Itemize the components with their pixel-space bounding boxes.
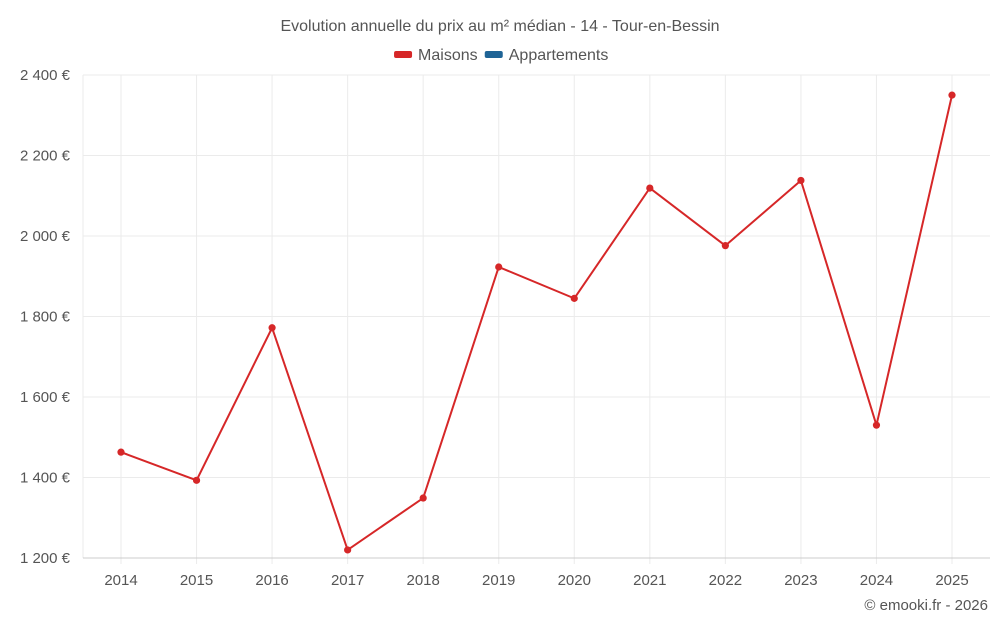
- data-point[interactable]: [570, 294, 578, 302]
- data-point[interactable]: [192, 476, 201, 484]
- y-tick-label: 1 200 €: [20, 550, 71, 567]
- legend-label-appartements[interactable]: Appartements: [509, 47, 609, 64]
- y-gridlines: [83, 74, 990, 559]
- y-tick-label: 1 800 €: [20, 309, 71, 326]
- data-point[interactable]: [646, 184, 654, 192]
- y-tick-label: 1 600 €: [20, 389, 71, 406]
- data-point[interactable]: [419, 494, 427, 502]
- x-tick-label: 2025: [935, 572, 968, 589]
- legend: Maisons Appartements: [394, 47, 608, 64]
- x-tick-label: 2023: [784, 572, 817, 589]
- x-tick-label: 2016: [255, 572, 288, 589]
- series-layer: [117, 91, 956, 554]
- data-point[interactable]: [495, 263, 503, 271]
- data-point[interactable]: [797, 176, 805, 185]
- x-tick-label: 2019: [482, 572, 515, 589]
- y-tick-label: 2 000 €: [20, 228, 71, 245]
- legend-label-maisons[interactable]: Maisons: [418, 47, 478, 64]
- credit-text: © emooki.fr - 2026: [864, 597, 988, 614]
- x-tick-label: 2021: [633, 572, 666, 589]
- x-tick-label: 2014: [104, 572, 137, 589]
- x-tick-label: 2018: [406, 572, 439, 589]
- data-point[interactable]: [117, 448, 125, 456]
- y-tick-label: 1 400 €: [20, 470, 71, 487]
- data-point[interactable]: [872, 421, 881, 429]
- y-tick-label: 2 400 €: [20, 67, 71, 84]
- legend-swatch-appartements[interactable]: [484, 51, 503, 58]
- data-point[interactable]: [948, 91, 956, 99]
- series-line-maisons: [120, 94, 953, 551]
- legend-swatch-maisons[interactable]: [394, 51, 413, 58]
- x-axis-ticks: 2014 2015 2016 2017 2018 2019 2020 2021 2022 2023…: [104, 572, 968, 589]
- chart-title: Evolution annuelle du prix au m² médian …: [280, 18, 719, 35]
- x-tick-label: 2020: [558, 572, 591, 589]
- data-point[interactable]: [721, 242, 729, 250]
- x-gridlines: [82, 75, 953, 564]
- data-point[interactable]: [344, 546, 352, 554]
- x-tick-label: 2017: [331, 572, 364, 589]
- y-axis-ticks: 1 200 € 1 400 € 1 600 € 1 800 € 2 000 € 2 200…: [20, 67, 71, 567]
- x-tick-label: 2022: [709, 572, 742, 589]
- x-tick-label: 2024: [860, 572, 893, 589]
- y-tick-label: 2 200 €: [20, 148, 71, 165]
- x-tick-label: 2015: [180, 572, 213, 589]
- data-point[interactable]: [268, 324, 276, 332]
